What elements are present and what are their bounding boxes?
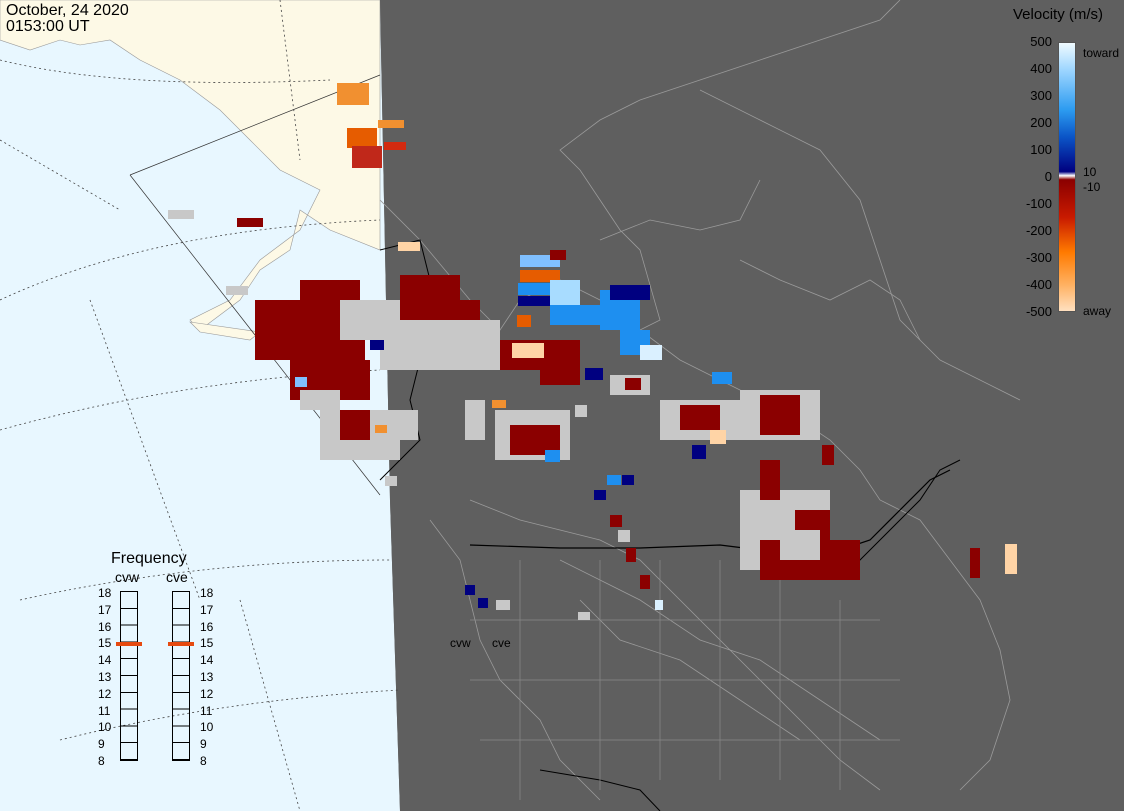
frequency-scale-cve <box>172 591 190 761</box>
frequency-tick: 10 <box>98 720 112 735</box>
frequency-tick: 17 <box>98 602 112 617</box>
toward-label: toward <box>1083 46 1120 60</box>
east-border <box>849 459 961 571</box>
velocity-tick: 300 <box>1030 88 1052 103</box>
frequency-tick: 13 <box>200 670 214 684</box>
velocity-tick: -100 <box>1025 196 1052 211</box>
velocity-tick: -500 <box>1025 304 1052 319</box>
daylight-land <box>0 0 381 331</box>
velocity-legend-title: Velocity (m/s) <box>1013 6 1104 23</box>
radar-name-cvw: cvw <box>115 569 140 585</box>
frequency-tick: 14 <box>200 653 214 668</box>
frequency-tick: 14 <box>98 653 112 668</box>
date-label: October, 24 2020 <box>6 2 129 19</box>
frequency-marker-cvw <box>116 642 142 646</box>
velocity-tick-small: -10 <box>1083 180 1101 194</box>
coastlines <box>379 0 1021 801</box>
site-label-cvw: cvw <box>450 636 471 650</box>
velocity-tick: 500 <box>1030 34 1052 49</box>
frequency-tick: 12 <box>200 686 214 701</box>
away-label: away <box>1083 304 1112 318</box>
us-mexico-border <box>539 769 661 811</box>
frequency-tick: 8 <box>98 754 105 768</box>
velocity-tick: 100 <box>1030 142 1052 157</box>
frequency-marker-cve <box>168 642 194 646</box>
frequency-tick: 10 <box>200 720 214 735</box>
frequency-tick: 13 <box>98 670 112 684</box>
frequency-scale-cvw <box>120 591 138 761</box>
velocity-tick: 200 <box>1030 115 1052 130</box>
frequency-tick: 11 <box>200 703 213 718</box>
frequency-tick: 8 <box>200 754 207 768</box>
frequency-tick: 15 <box>200 636 214 651</box>
frequency-tick: 15 <box>98 636 112 651</box>
frequency-tick: 9 <box>200 737 207 752</box>
frequency-tick: 16 <box>200 619 214 634</box>
velocity-tick: 0 <box>1044 169 1052 184</box>
alaska-peninsula <box>189 321 261 341</box>
frequency-tick: 9 <box>98 737 105 752</box>
frequency-tick: 12 <box>98 686 112 701</box>
daylight-region <box>0 0 400 811</box>
frequency-tick: 11 <box>98 703 111 718</box>
frequency-tick: 16 <box>98 619 112 634</box>
velocity-tick: -300 <box>1025 250 1052 265</box>
state-lines <box>470 560 900 800</box>
velocity-colorbar <box>1058 42 1076 312</box>
frequency-tick: 18 <box>98 586 112 600</box>
grid-lines <box>0 0 401 811</box>
radar-name-cve: cve <box>166 569 188 585</box>
site-label-cve: cve <box>492 636 511 650</box>
velocity-tick: 400 <box>1030 61 1052 76</box>
frequency-tick: 17 <box>200 602 214 617</box>
velocity-tick: -200 <box>1025 223 1052 238</box>
radar-echoes <box>168 83 1017 620</box>
velocity-tick-small: 10 <box>1083 165 1097 179</box>
frequency-tick: 18 <box>200 586 214 600</box>
frequency-title: Frequency <box>111 550 187 567</box>
time-label: 0153:00 UT <box>6 18 90 35</box>
velocity-tick: -400 <box>1025 277 1052 292</box>
